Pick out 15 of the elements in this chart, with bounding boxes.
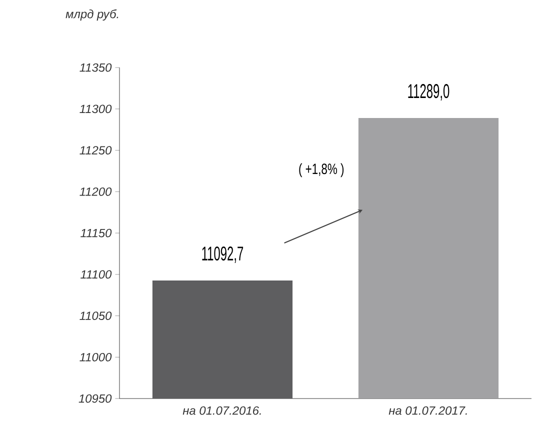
- y-tick-label: 11100: [80, 270, 112, 279]
- x-tick-label: на 01.07.2017.: [388, 406, 467, 415]
- y-tick-label: 11200: [80, 187, 112, 196]
- y-tick-label: 11000: [80, 352, 112, 362]
- x-tick-label: на 01.07.2016.: [182, 406, 261, 415]
- y-tick-label: 11150: [80, 228, 112, 238]
- y-axis-title: млрд руб.: [66, 9, 118, 21]
- y-tick-label: 11250: [80, 146, 112, 155]
- data-label: 11289,0: [408, 84, 450, 101]
- y-tick-label: 10950: [78, 394, 112, 403]
- y-tick-label: 11300: [80, 104, 112, 114]
- y-tick-label: 11050: [80, 312, 112, 320]
- y-tick-label: 11350: [80, 63, 112, 72]
- annotation: ( +1,8% ): [299, 163, 344, 178]
- data-label: 11092,7: [202, 246, 244, 263]
